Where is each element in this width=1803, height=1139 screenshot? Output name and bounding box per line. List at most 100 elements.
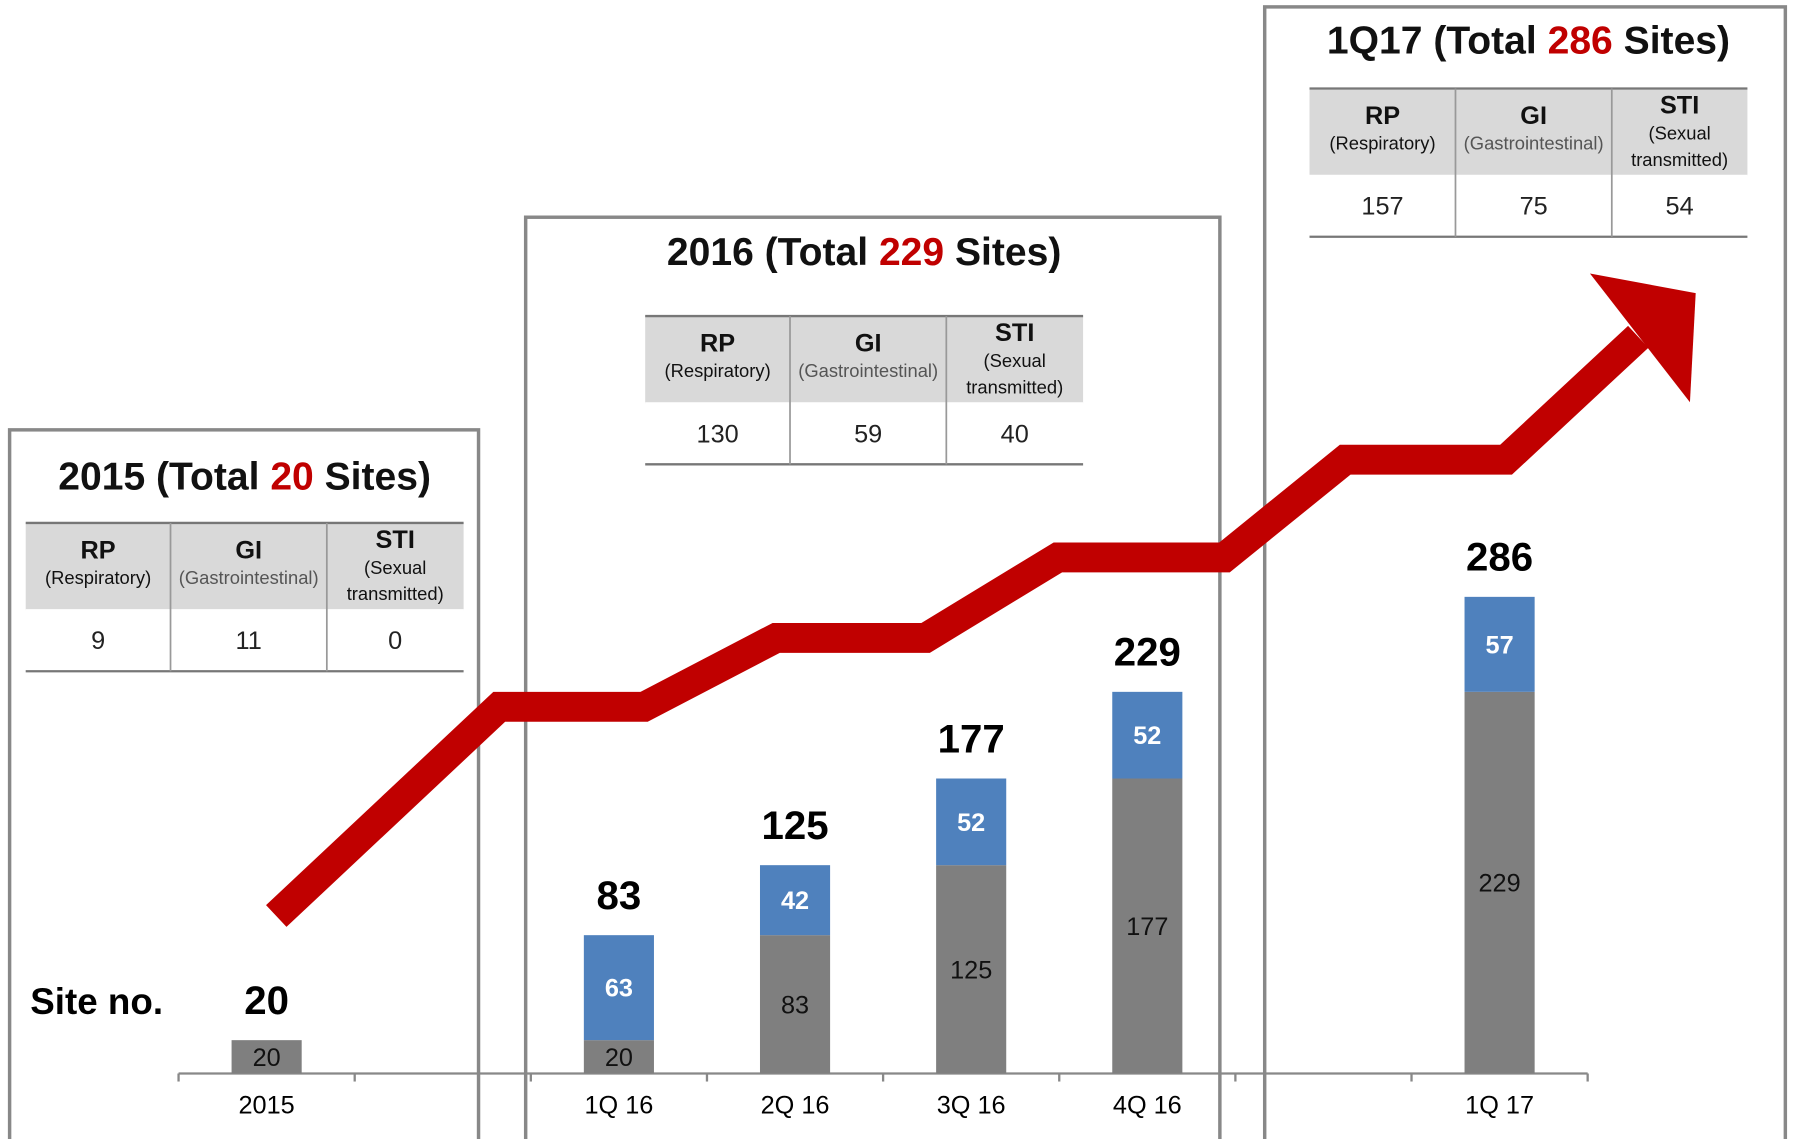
panel-frame: [1262, 5, 1788, 1139]
title-space: [868, 231, 879, 274]
header-name: (Gastrointestinal): [798, 360, 938, 381]
header-name: transmitted): [1631, 149, 1728, 170]
panel-title: 2016 (Total 229 Sites): [667, 231, 1061, 274]
value-label: 177: [1126, 913, 1168, 941]
panel-frame: [7, 428, 481, 1139]
bar-segment: [231, 1040, 302, 1074]
title-part: 1Q17: [1327, 20, 1423, 63]
value-label: 20: [253, 1044, 281, 1072]
title-part: 2016: [667, 231, 754, 274]
table-value: 11: [236, 627, 262, 655]
total-label: 229: [1114, 630, 1181, 675]
header-abbr: GI: [855, 329, 882, 357]
header-abbr: RP: [1365, 102, 1400, 130]
bar-segment: [759, 935, 831, 1074]
arrow-head: [1589, 273, 1696, 403]
value-label: 52: [1133, 722, 1161, 750]
total-label: 83: [597, 873, 642, 918]
header-name: (Gastrointestinal): [1464, 133, 1604, 154]
header-name: (Sexual: [364, 557, 426, 578]
y-label: Site no.: [30, 981, 163, 1022]
header-abbr: STI: [995, 319, 1034, 347]
title-space: [145, 456, 156, 499]
header-name: (Respiratory): [1329, 133, 1435, 154]
total-label: 125: [761, 803, 828, 848]
header-name: transmitted): [966, 376, 1063, 397]
bar-segment: [1112, 778, 1183, 1074]
value-label: 57: [1486, 631, 1514, 659]
x-tick-label: 2Q 16: [761, 1091, 830, 1119]
x-tick-label: 2015: [239, 1091, 295, 1119]
x-tick-label: 3Q 16: [937, 1091, 1006, 1119]
table-value: 75: [1520, 193, 1548, 221]
title-part: Sites): [325, 456, 431, 499]
header-abbr: RP: [81, 536, 116, 564]
title-part: Sites): [1624, 20, 1730, 63]
title-space: [314, 456, 325, 499]
total-label: 177: [938, 716, 1005, 761]
table-value: 9: [91, 627, 105, 655]
title-space: [259, 456, 270, 499]
plot: 2015 20 20 1Q 16 20 63 83 2Q 16 83 42 125 3Q 16 125 5…: [177, 535, 1589, 1119]
table-value: 40: [1001, 420, 1029, 448]
header-abbr: STI: [1660, 92, 1699, 120]
bar-segment: [936, 778, 1007, 866]
header-bg: [25, 522, 464, 611]
header-abbr: GI: [1520, 102, 1547, 130]
value-label: 20: [605, 1044, 633, 1072]
title-space: [754, 231, 765, 274]
header-abbr: STI: [376, 526, 415, 554]
title-part: (Total: [765, 231, 868, 274]
header-abbr: RP: [700, 329, 735, 357]
header-abbr: GI: [235, 536, 262, 564]
value-label: 125: [950, 956, 992, 984]
table-value: 59: [854, 420, 882, 448]
bar-segment: [1464, 691, 1535, 1074]
title-part: (Total: [1433, 20, 1536, 63]
bar-segment: [583, 935, 654, 1041]
header-name: (Sexual: [984, 350, 1046, 371]
header-name: (Respiratory): [45, 567, 151, 588]
header-name: transmitted): [347, 583, 444, 604]
table-value: 0: [388, 627, 402, 655]
title-space: [944, 231, 955, 274]
x-tick-label: 1Q 17: [1465, 1091, 1534, 1119]
title-part: (Total: [156, 456, 259, 499]
title-space: [1422, 20, 1433, 63]
title-part: 2015: [58, 456, 145, 499]
x-tick-label: 1Q 16: [584, 1091, 653, 1119]
table-value: 130: [697, 420, 739, 448]
value-label: 42: [781, 887, 809, 915]
title-part: 286: [1548, 20, 1613, 63]
table-value: 157: [1361, 193, 1403, 221]
title-space: [1613, 20, 1624, 63]
total-label: 20: [244, 978, 289, 1023]
header-name: (Sexual: [1648, 122, 1710, 143]
bar-segment: [936, 865, 1007, 1074]
header-name: (Gastrointestinal): [179, 567, 319, 588]
total-label: 286: [1466, 535, 1533, 580]
tables: 2015 (Total 20 Sites) RP (Respiratory) 9 GI (…: [25, 20, 1748, 673]
value-label: 63: [605, 975, 633, 1003]
value-label: 52: [957, 809, 985, 837]
value-label: 229: [1479, 870, 1521, 898]
header-name: (Respiratory): [665, 360, 771, 381]
trend-arrow: [266, 325, 1649, 927]
header-bg: [1309, 88, 1748, 176]
bar-segment: [583, 1040, 654, 1074]
x-tick-label: 4Q 16: [1113, 1091, 1182, 1119]
title-part: Sites): [955, 231, 1061, 274]
bar-segment: [759, 865, 831, 936]
title-space: [1537, 20, 1548, 63]
panel-title: 2015 (Total 20 Sites): [58, 456, 431, 499]
bar-segment: [1464, 596, 1535, 692]
value-label: 83: [781, 991, 809, 1019]
title-part: 20: [270, 456, 313, 499]
panel-title: 1Q17 (Total 286 Sites): [1327, 20, 1730, 63]
title-part: 229: [879, 231, 944, 274]
table-value: 54: [1666, 193, 1694, 221]
panel-frame: [523, 215, 1222, 1139]
bar-segment: [1112, 691, 1183, 779]
